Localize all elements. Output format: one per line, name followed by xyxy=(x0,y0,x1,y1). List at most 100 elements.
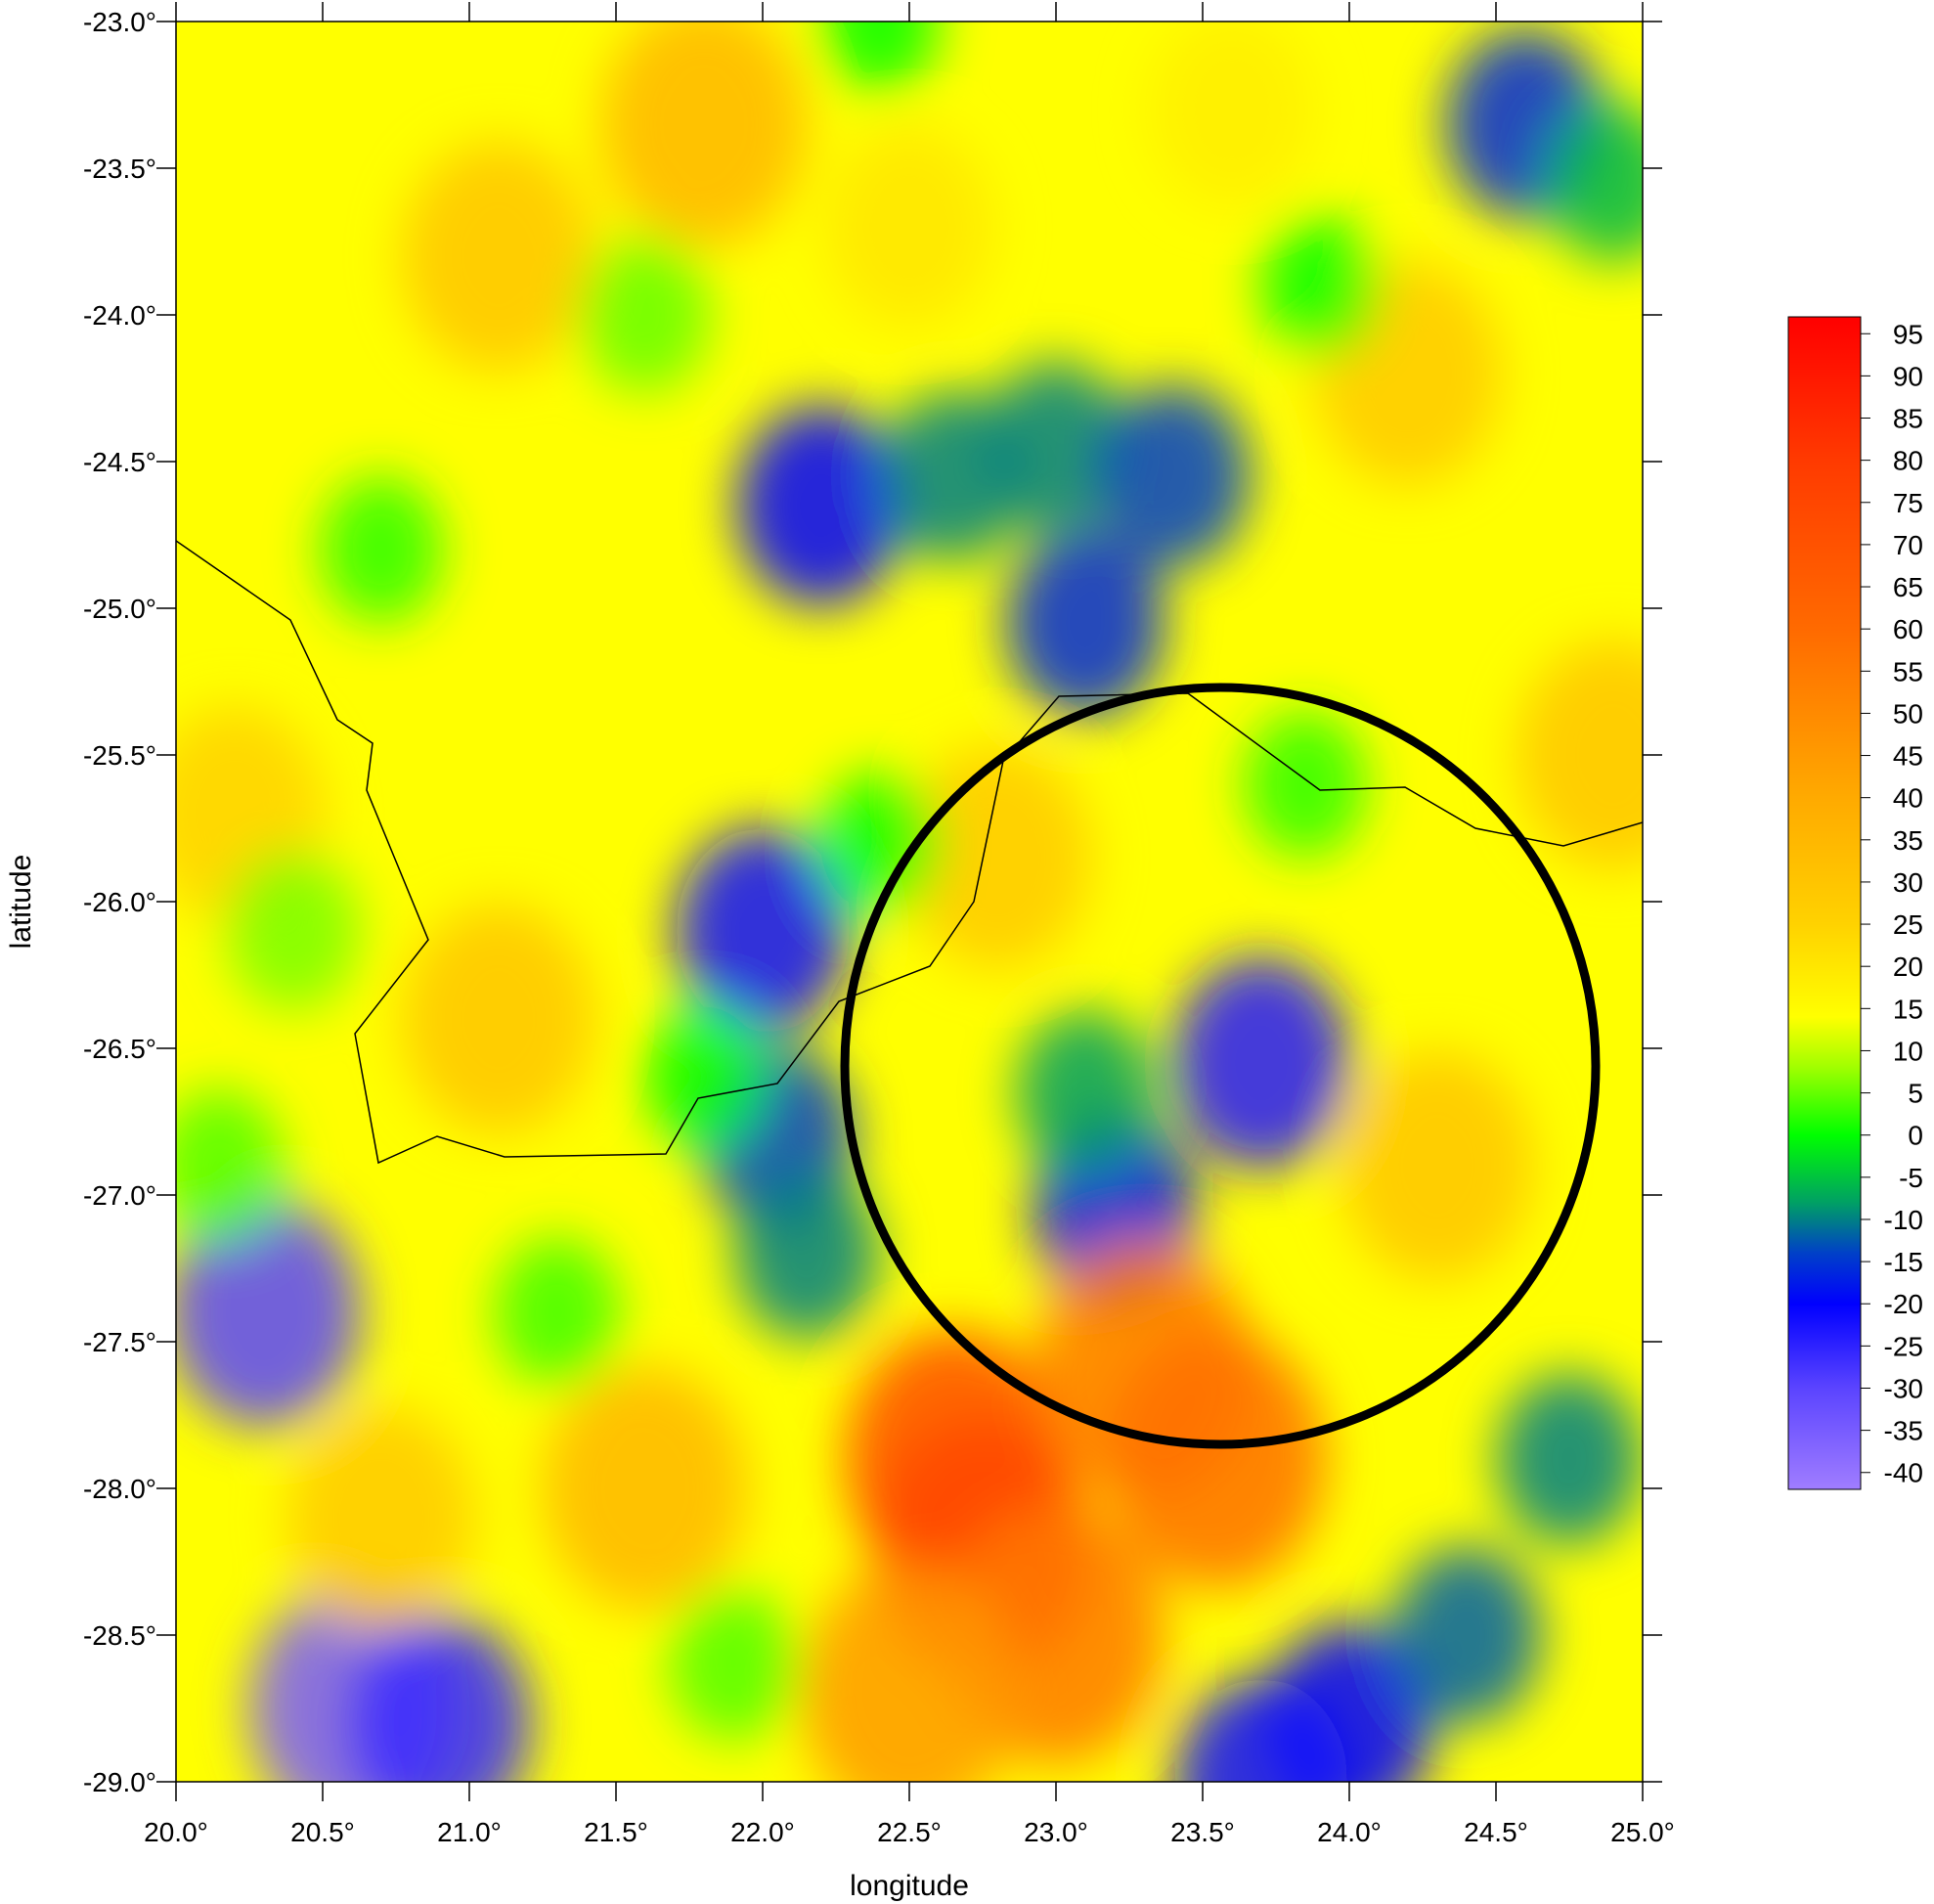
colorbar-tick-label: 30 xyxy=(1893,867,1923,898)
y-tick-label: -26.0° xyxy=(83,887,156,917)
anomaly-blob xyxy=(820,22,940,93)
colorbar-tick-label: 45 xyxy=(1893,741,1923,772)
anomaly-blob xyxy=(579,237,712,393)
x-tick-label: 24.0° xyxy=(1317,1817,1382,1847)
anomaly-blob xyxy=(348,1614,532,1782)
anomaly-blob xyxy=(601,22,807,246)
y-tick-label: -28.5° xyxy=(83,1620,156,1651)
anomaly-blob xyxy=(1171,956,1351,1170)
anomaly-blob xyxy=(1391,1546,1542,1724)
anomaly-blob xyxy=(1174,1678,1348,1782)
colorbar-tick-label: -30 xyxy=(1884,1373,1923,1403)
x-tick-label: 25.0° xyxy=(1610,1817,1675,1847)
anomaly-blob xyxy=(984,361,1128,533)
boundary-line xyxy=(176,540,1643,1165)
anomaly-blob xyxy=(1341,1050,1534,1281)
colorbar-tick-label: 75 xyxy=(1893,488,1923,518)
anomaly-blob xyxy=(543,1366,748,1611)
colorbar-tick-label: 25 xyxy=(1893,909,1923,940)
colorbar-tick-label: -40 xyxy=(1884,1458,1923,1488)
colorbar-tick-label: -25 xyxy=(1884,1331,1923,1361)
anomaly-blob xyxy=(1016,1009,1155,1175)
heatmap-field xyxy=(176,22,1643,1782)
anomaly-blob xyxy=(824,126,994,328)
study-area-circle xyxy=(840,683,1601,1449)
colorbar-tick-label: 0 xyxy=(1908,1121,1923,1151)
x-tick-label: 21.5° xyxy=(584,1817,648,1847)
y-axis-label: latitude xyxy=(5,855,37,950)
colorbar-tick-label: 95 xyxy=(1893,319,1923,349)
colorbar: 95908580757065605550454035302520151050-5… xyxy=(1787,316,1923,1490)
x-tick-label: 22.5° xyxy=(877,1817,942,1847)
anomaly-blob xyxy=(800,1564,1019,1782)
colorbar-tick-label: 65 xyxy=(1893,572,1923,602)
anomaly-blob xyxy=(1150,22,1314,207)
colorbar-tick-label: -20 xyxy=(1884,1289,1923,1319)
anomaly-blob xyxy=(734,1168,879,1340)
y-tick-label: -23.0° xyxy=(83,7,156,37)
anomaly-blob xyxy=(176,1197,361,1428)
colorbar-tick-label: 35 xyxy=(1893,825,1923,856)
x-tick-label: 20.0° xyxy=(144,1817,208,1847)
anomaly-blob xyxy=(1005,528,1165,718)
anomaly-blob xyxy=(226,851,361,1011)
colorbar-tick-label: 85 xyxy=(1893,404,1923,434)
colorbar-tick-label: -35 xyxy=(1884,1416,1923,1446)
y-tick-label: -26.5° xyxy=(83,1034,156,1064)
colorbar-ramp xyxy=(1787,316,1862,1490)
x-axis-label: longitude xyxy=(850,1870,969,1902)
colorbar-tick-label: 70 xyxy=(1893,530,1923,560)
colorbar-tick-label: 80 xyxy=(1893,446,1923,476)
colorbar-tick-label: -15 xyxy=(1884,1247,1923,1277)
colorbar-tick-label: 10 xyxy=(1893,1036,1923,1066)
anomaly-blob xyxy=(1497,1373,1642,1545)
anomaly-blob xyxy=(402,904,595,1134)
x-tick-label: 20.5° xyxy=(290,1817,355,1847)
y-tick-label: -28.0° xyxy=(83,1474,156,1504)
y-tick-label: -24.0° xyxy=(83,300,156,331)
anomaly-blob xyxy=(1108,1329,1327,1589)
x-tick-label: 24.5° xyxy=(1464,1817,1528,1847)
anomaly-blob xyxy=(1260,214,1380,357)
colorbar-tick-label: 15 xyxy=(1893,994,1923,1024)
colorbar-tick-label: -10 xyxy=(1884,1205,1923,1235)
colorbar-tick-label: -5 xyxy=(1899,1163,1923,1193)
colorbar-tick-label: 40 xyxy=(1893,783,1923,814)
anomaly-blob xyxy=(319,475,444,624)
anomaly-blob xyxy=(1546,103,1643,263)
colorbar-tick-label: 50 xyxy=(1893,698,1923,729)
colorbar-ticks: 95908580757065605550454035302520151050-5… xyxy=(1861,319,1923,1488)
y-tick-label: -27.5° xyxy=(83,1327,156,1357)
y-tick-label: -23.5° xyxy=(83,154,156,184)
anomaly-blob xyxy=(736,405,906,606)
anomaly-blob xyxy=(494,1237,621,1388)
y-tick-label: -27.0° xyxy=(83,1180,156,1211)
anomaly-blob xyxy=(286,1405,476,1630)
x-tick-label: 23.5° xyxy=(1170,1817,1235,1847)
x-tick-label: 23.0° xyxy=(1024,1817,1088,1847)
anomaly-blob xyxy=(644,1006,764,1149)
colorbar-tick-label: 90 xyxy=(1893,361,1923,391)
colorbar-tick-label: 55 xyxy=(1893,656,1923,686)
colorbar-tick-label: 5 xyxy=(1908,1079,1923,1109)
anomaly-blob xyxy=(676,827,850,1035)
x-tick-label: 21.0° xyxy=(437,1817,502,1847)
colorbar-tick-label: 60 xyxy=(1893,614,1923,644)
anomaly-blob xyxy=(1096,384,1251,568)
anomaly-blob xyxy=(1243,710,1368,859)
y-tick-label: -25.5° xyxy=(83,740,156,771)
x-tick-label: 22.0° xyxy=(730,1817,795,1847)
y-axis: -23.0° -23.5° -24.0° -24.5° -25.0° -25.5° -26.… xyxy=(83,7,1662,1797)
anomaly-blob xyxy=(1516,640,1643,870)
y-tick-label: -24.5° xyxy=(83,447,156,477)
y-tick-label: -25.0° xyxy=(83,594,156,624)
anomaly-blob xyxy=(402,141,595,372)
overlay-lines xyxy=(176,540,1643,1449)
colorbar-tick-label: 20 xyxy=(1893,952,1923,982)
anomaly-blob xyxy=(820,772,940,914)
x-axis: 20.0° 20.5° 21.0° 21.5° 22.0° 22.5° 23.0° 23.5°… xyxy=(144,2,1675,1847)
anomaly-blob xyxy=(669,1587,798,1742)
anomaly-blob xyxy=(176,1088,285,1243)
y-tick-label: -29.0° xyxy=(83,1767,156,1797)
